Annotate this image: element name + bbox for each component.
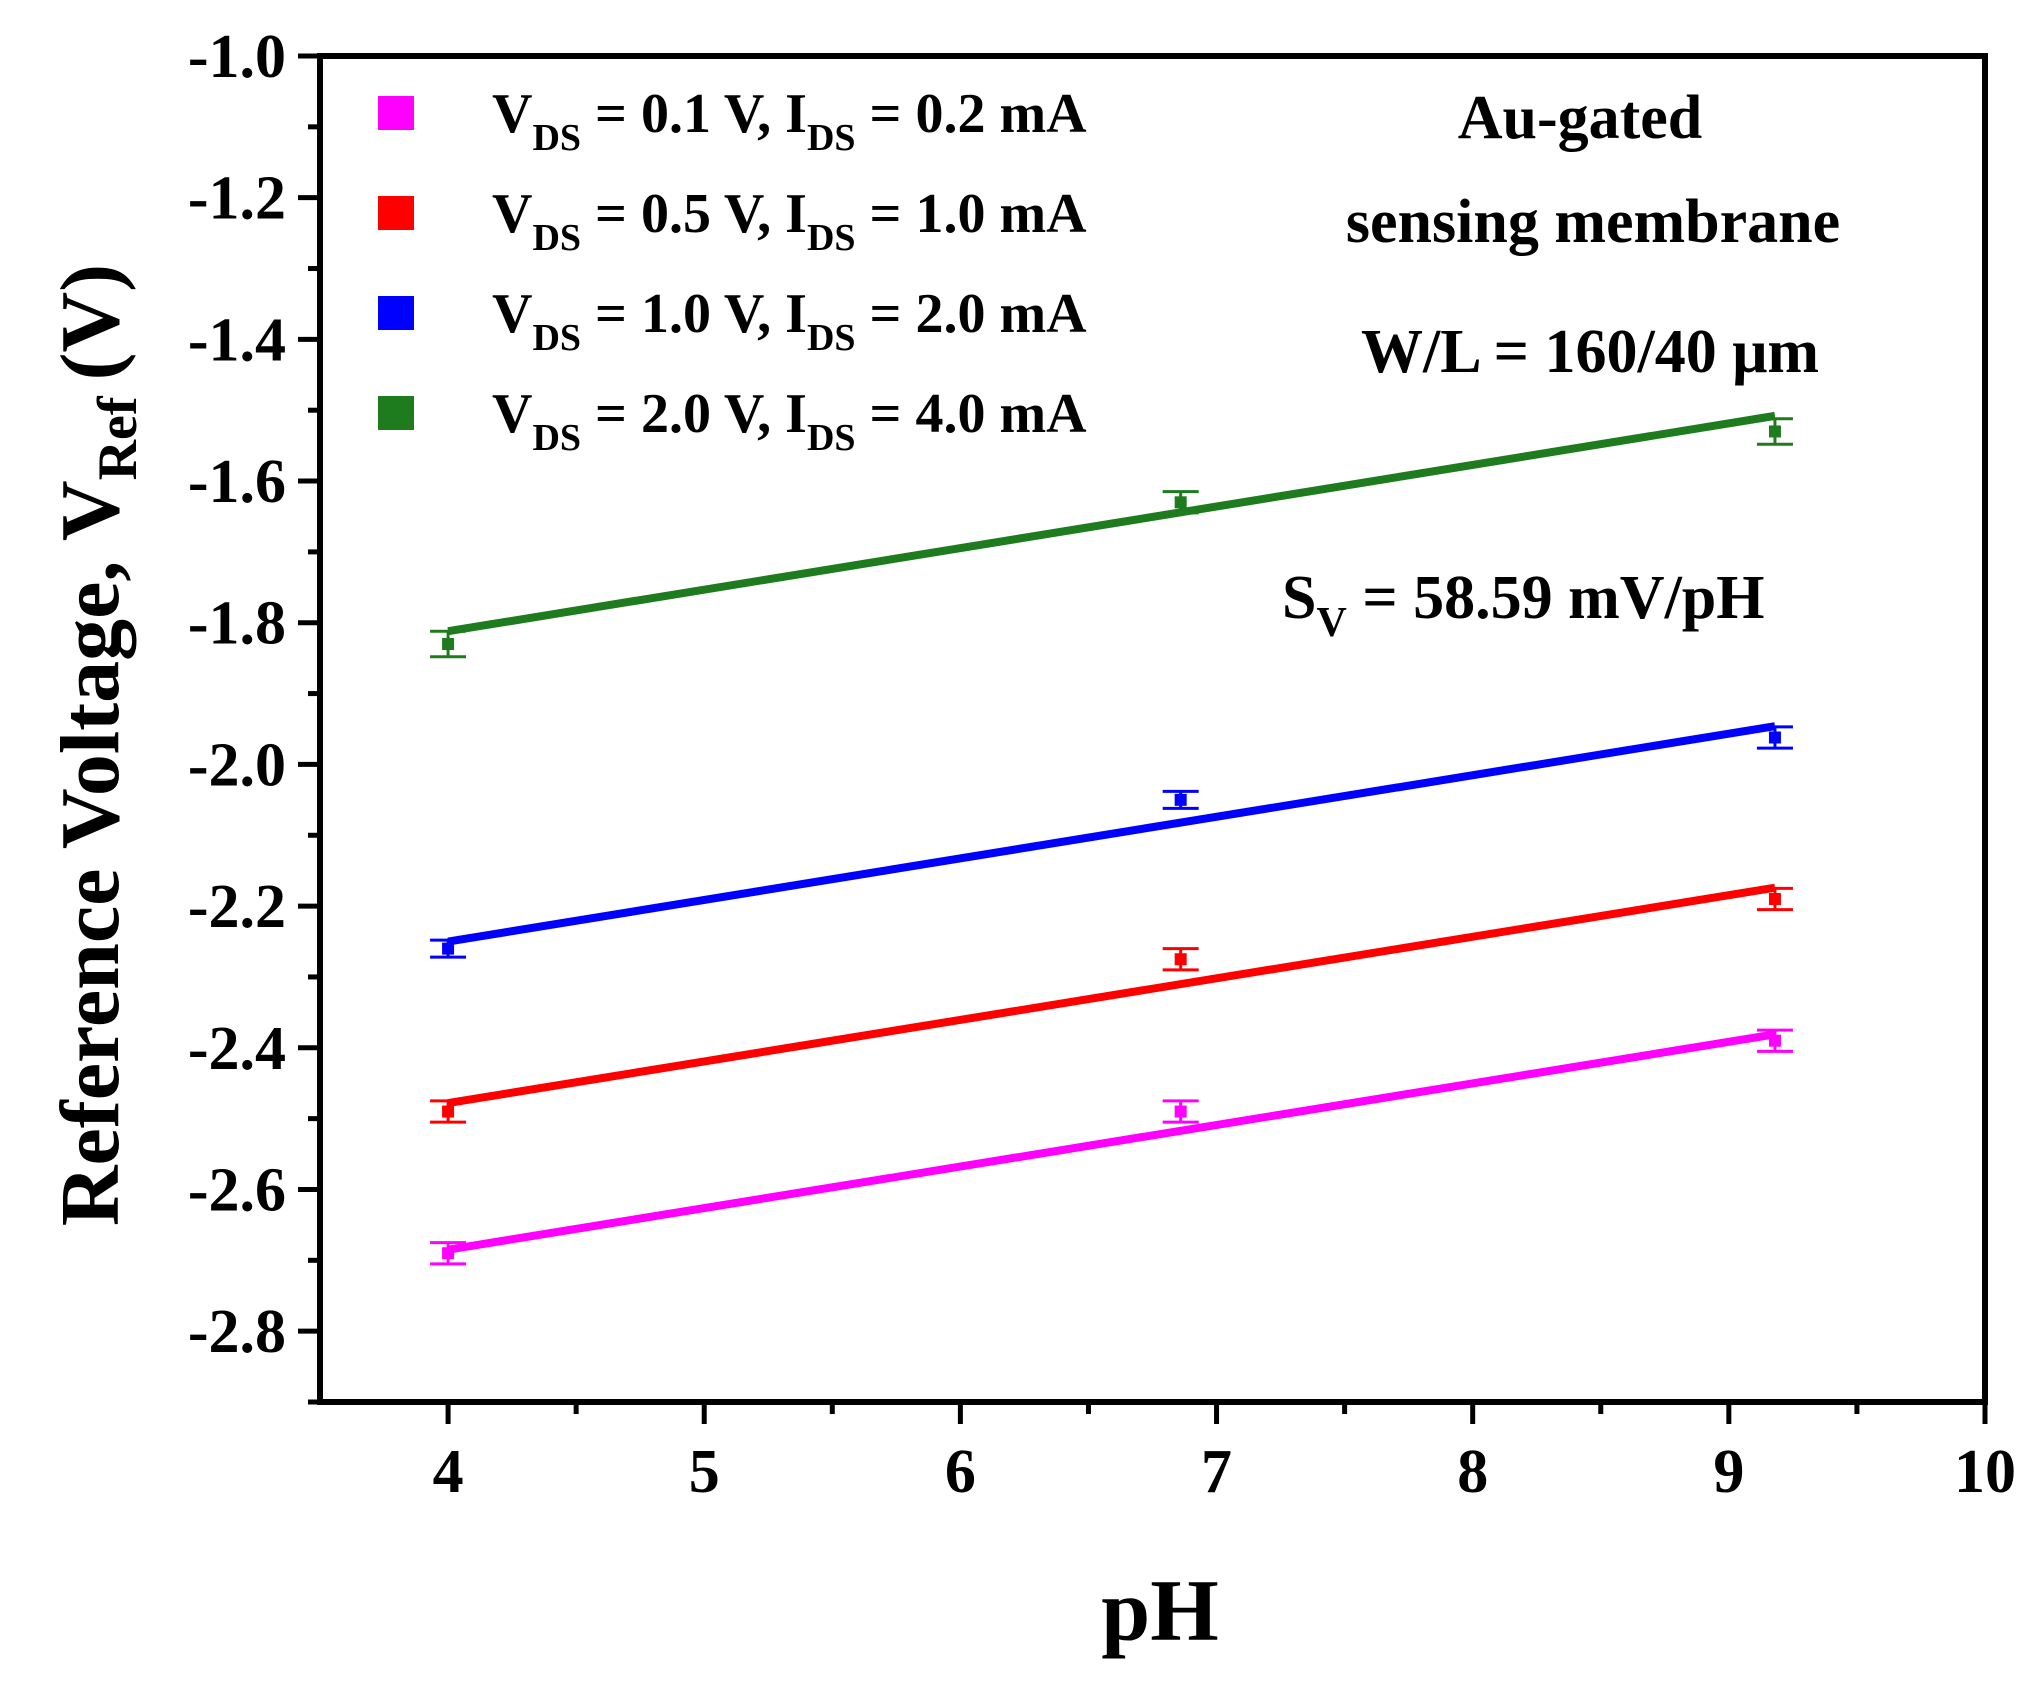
annotation-title-line1: Au-gated bbox=[1458, 84, 1703, 152]
x-axis-label: pH bbox=[1101, 1563, 1218, 1660]
legend-label: VDS = 1.0 V, IDS = 2.0 mA bbox=[492, 283, 1087, 359]
y-axis-ticks bbox=[298, 53, 320, 1405]
legend-swatch bbox=[378, 96, 414, 130]
x-axis-ticks bbox=[445, 1402, 1988, 1424]
data-point-series-2 bbox=[1174, 953, 1187, 966]
data-point-series-1 bbox=[1768, 1034, 1781, 1047]
x-tick-label: 5 bbox=[689, 1438, 720, 1506]
legend-swatch bbox=[378, 196, 414, 230]
legend: VDS = 0.1 V, IDS = 0.2 mA VDS = 0.5 V, ID… bbox=[378, 83, 1087, 459]
legend-swatch bbox=[378, 296, 414, 330]
sensitivity-value: = 58.59 mV/pH bbox=[1347, 564, 1765, 632]
y-tick-label: -2.2 bbox=[188, 873, 286, 941]
y-axis-label: Reference Voltage, VRef (V) bbox=[44, 264, 149, 1226]
legend-label: VDS = 2.0 V, IDS = 4.0 mA bbox=[492, 383, 1087, 459]
y-axis-tick-labels: -2.8 -2.6 -2.4 -2.2 -2.0 -1.8 -1.6 -1.4 -1.2 -1.0 bbox=[188, 23, 286, 1366]
y-tick-label: -1.8 bbox=[188, 590, 286, 658]
data-point-series-3 bbox=[1768, 731, 1781, 744]
y-tick-label: -2.0 bbox=[188, 731, 286, 799]
x-tick-label: 10 bbox=[1954, 1438, 2016, 1506]
y-tick-label: -1.2 bbox=[188, 165, 286, 233]
legend-label: VDS = 0.1 V, IDS = 0.2 mA bbox=[492, 83, 1087, 159]
legend-item: VDS = 0.5 V, IDS = 1.0 mA bbox=[378, 183, 1087, 259]
fit-line-series-2 bbox=[447, 883, 1776, 1107]
y-tick-label: -1.4 bbox=[188, 306, 286, 374]
annotations: Au-gated sensing membrane W/L = 160/40 μ… bbox=[1282, 84, 1840, 646]
y-tick-label: -2.6 bbox=[188, 1156, 286, 1224]
data-point-series-1 bbox=[1174, 1105, 1187, 1118]
legend-swatch bbox=[378, 396, 414, 430]
data-point-series-4 bbox=[1174, 496, 1187, 509]
legend-item: VDS = 0.1 V, IDS = 0.2 mA bbox=[378, 83, 1087, 159]
data-point-series-3 bbox=[442, 942, 455, 955]
x-tick-label: 8 bbox=[1457, 1438, 1488, 1506]
sensitivity-subscript: V bbox=[1316, 600, 1346, 646]
data-point-series-3 bbox=[1174, 793, 1187, 806]
annotation-sensitivity: SV = 58.59 mV/pH bbox=[1282, 564, 1765, 646]
data-point-series-2 bbox=[442, 1105, 455, 1118]
y-tick-label: -1.6 bbox=[188, 448, 286, 516]
error-bars bbox=[430, 417, 1793, 1266]
y-axis-label-main: Reference Voltage, V bbox=[44, 480, 137, 1226]
y-axis-label-unit: (V) bbox=[44, 264, 137, 381]
x-tick-label: 9 bbox=[1713, 1438, 1744, 1506]
annotation-title-line2: sensing membrane bbox=[1346, 188, 1840, 256]
fit-line-series-4 bbox=[447, 411, 1776, 636]
fit-lines bbox=[447, 411, 1776, 1254]
sensitivity-prefix: S bbox=[1282, 564, 1316, 632]
fit-line-series-1 bbox=[447, 1030, 1776, 1254]
plot-frame bbox=[317, 53, 1988, 1405]
legend-label: VDS = 0.5 V, IDS = 1.0 mA bbox=[492, 183, 1087, 259]
y-axis-label-subscript: Ref bbox=[87, 395, 149, 480]
legend-item: VDS = 1.0 V, IDS = 2.0 mA bbox=[378, 283, 1087, 359]
x-tick-label: 7 bbox=[1201, 1438, 1232, 1506]
x-axis-tick-labels: 4 5 6 7 8 9 10 bbox=[433, 1438, 2016, 1506]
fit-line-series-3 bbox=[447, 722, 1776, 946]
y-tick-label: -2.8 bbox=[188, 1298, 286, 1366]
y-tick-label: -2.4 bbox=[188, 1015, 286, 1083]
data-point-series-4 bbox=[1768, 425, 1781, 438]
y-tick-label: -1.0 bbox=[188, 23, 286, 91]
data-point-series-4 bbox=[442, 637, 455, 650]
data-point-series-1 bbox=[442, 1247, 455, 1260]
x-tick-label: 4 bbox=[433, 1438, 464, 1506]
data-point-series-2 bbox=[1768, 893, 1781, 906]
data-points bbox=[442, 425, 1781, 1260]
legend-item: VDS = 2.0 V, IDS = 4.0 mA bbox=[378, 383, 1087, 459]
x-tick-label: 6 bbox=[945, 1438, 976, 1506]
annotation-geometry: W/L = 160/40 μm bbox=[1361, 318, 1819, 386]
